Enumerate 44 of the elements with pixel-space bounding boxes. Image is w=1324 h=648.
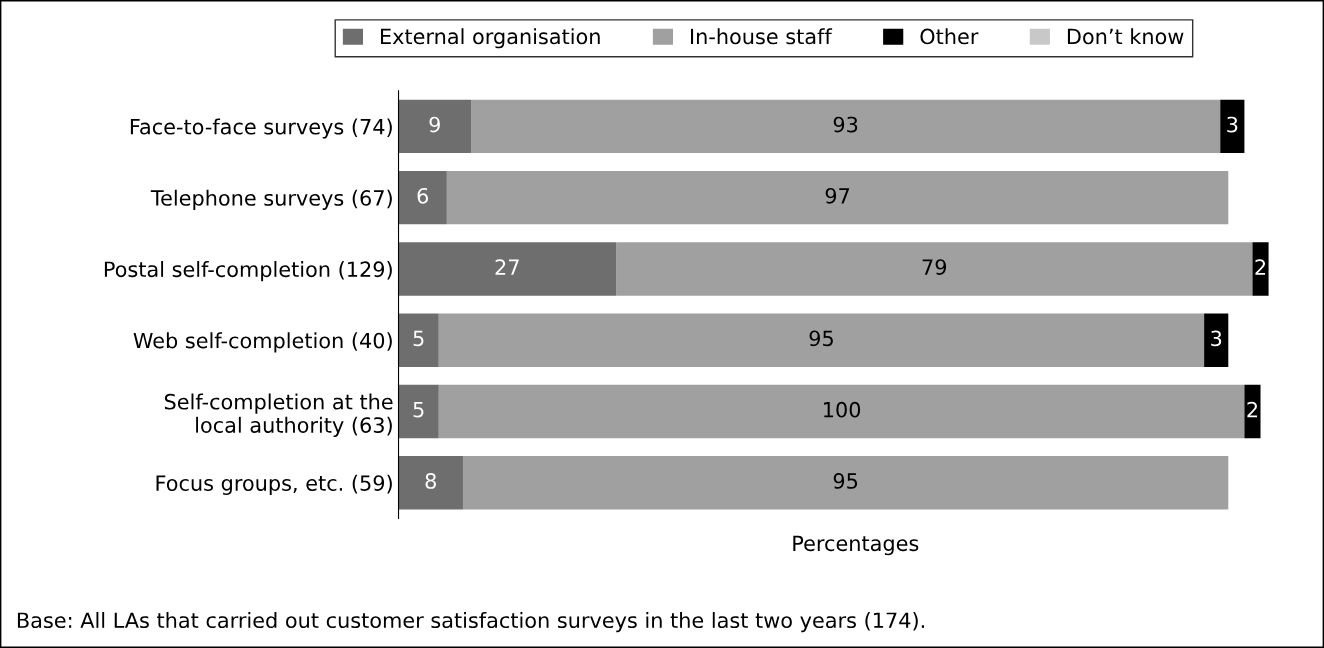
data-label: 27 (495, 259, 519, 275)
data-label: 2 (1247, 401, 1258, 418)
data-label: 3 (1227, 116, 1238, 133)
y-tick-label: Face-to-face surveys (74) (130, 118, 392, 139)
data-label: 2 (1255, 259, 1266, 275)
bar (398, 99, 472, 154)
bar (1204, 313, 1229, 367)
legend-label: External organisation (381, 28, 600, 49)
data-label: 95 (833, 473, 858, 489)
bar (1220, 99, 1245, 154)
bar (616, 242, 1253, 296)
bar (398, 170, 447, 225)
text: Base: All LAs that carried out customer satisfaction surveys in the last two years (174). (17, 612, 924, 633)
y-tick-label: Telephone surveys (67) (150, 189, 392, 210)
bar (1252, 242, 1269, 296)
bar (1244, 384, 1261, 439)
data-label: 93 (833, 116, 858, 133)
legend-label: In-house staff (691, 28, 833, 45)
data-label: 95 (809, 330, 833, 347)
bar (471, 99, 1221, 154)
data-label: 100 (824, 401, 861, 418)
bar (462, 456, 1229, 510)
bar (398, 313, 439, 367)
bar (398, 242, 617, 296)
bar (398, 456, 463, 510)
bar (438, 313, 1205, 367)
legend-label: Don’t know (1067, 28, 1184, 45)
data-label: 6 (417, 187, 429, 204)
x-axis-title: Percentages (793, 535, 919, 556)
data-label: 8 (425, 473, 436, 489)
data-label: 5 (413, 330, 424, 347)
bar (438, 384, 1245, 439)
data-label: 5 (413, 402, 424, 418)
y-tick-label: Web self-completion (40) (133, 332, 392, 353)
data-label: 79 (922, 259, 947, 275)
bar (446, 170, 1229, 225)
y-tick-label: Focus groups, etc. (59) (156, 474, 392, 496)
legend-label: Other (920, 28, 979, 45)
bar (398, 384, 439, 439)
data-label: 3 (1211, 330, 1222, 347)
y-tick-label: Postal self-completion (129) (104, 261, 392, 282)
data-label: 9 (429, 116, 440, 133)
y-tick-label: Self-completion at the local authority (63) (164, 393, 393, 437)
data-label: 97 (825, 187, 850, 204)
